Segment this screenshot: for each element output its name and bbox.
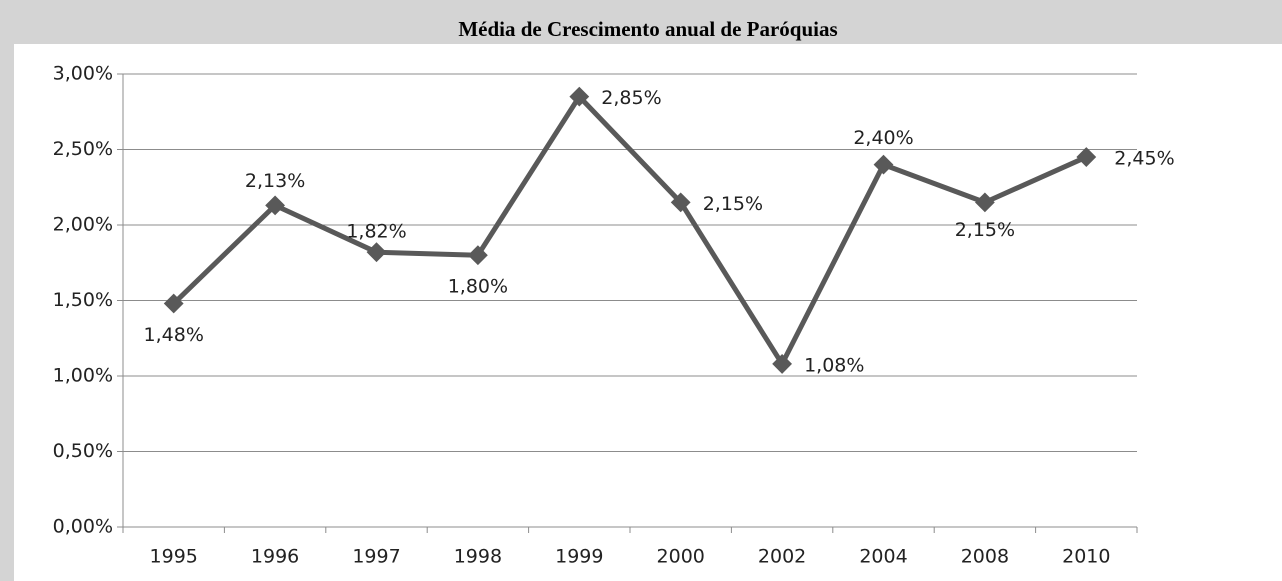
data-label: 2,40% xyxy=(853,127,913,149)
chart-title: Média de Crescimento anual de Paróquias xyxy=(458,17,837,41)
x-tick-label: 2010 xyxy=(1062,546,1110,568)
x-tick-label: 1998 xyxy=(454,546,502,568)
marker xyxy=(468,245,488,266)
y-tick-label: 1,00% xyxy=(53,365,113,387)
y-tick-label: 2,00% xyxy=(53,214,113,236)
x-tick-label: 2002 xyxy=(758,546,806,568)
data-label: 2,45% xyxy=(1114,148,1174,170)
y-tick-label: 1,50% xyxy=(53,289,113,311)
data-label: 2,15% xyxy=(955,219,1015,241)
x-tick-label: 1999 xyxy=(555,546,603,568)
x-tick-label: 1996 xyxy=(251,546,299,568)
data-label: 1,48% xyxy=(144,324,204,346)
data-label: 1,80% xyxy=(448,276,508,298)
x-tick-label: 2000 xyxy=(657,546,705,568)
data-label: 1,82% xyxy=(346,221,406,243)
data-label: 2,85% xyxy=(601,87,661,109)
data-label: 2,15% xyxy=(703,193,763,215)
x-tick-label: 1995 xyxy=(150,546,198,568)
plot-area xyxy=(14,44,1282,581)
marker xyxy=(163,293,184,314)
y-tick-label: 2,50% xyxy=(53,138,113,160)
data-label: 1,08% xyxy=(804,354,864,376)
marker xyxy=(1076,147,1097,167)
y-tick-label: 0,00% xyxy=(53,516,113,538)
x-tick-label: 2004 xyxy=(859,546,907,568)
x-tick-label: 2008 xyxy=(961,546,1009,568)
data-label: 2,13% xyxy=(245,170,305,192)
marker xyxy=(265,195,285,216)
y-tick-label: 3,00% xyxy=(53,63,113,85)
marker xyxy=(366,242,387,263)
marker xyxy=(772,354,792,374)
x-tick-label: 1997 xyxy=(352,546,400,568)
y-tick-label: 0,50% xyxy=(53,440,113,462)
line xyxy=(171,94,1088,367)
